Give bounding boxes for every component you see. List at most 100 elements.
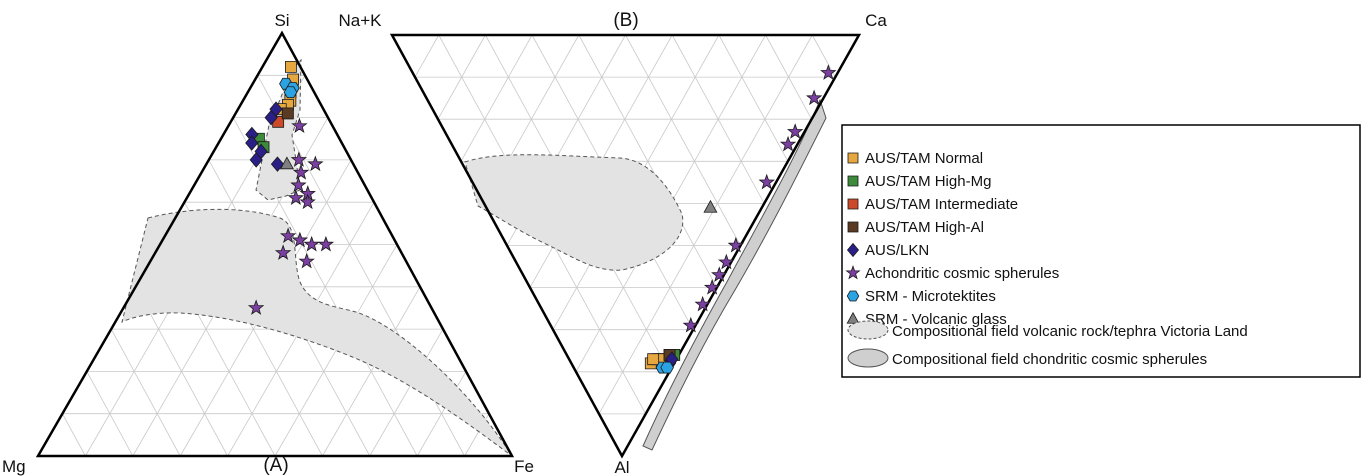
grid-line bbox=[460, 34, 533, 162]
point-aus-lkn bbox=[264, 109, 278, 126]
grid-line bbox=[369, 328, 444, 457]
ternary-b-points bbox=[644, 64, 837, 374]
point-achondritic-cosmic-spherules bbox=[682, 316, 699, 333]
point-achondritic-cosmic-spherules bbox=[779, 135, 797, 152]
point-aus-lkn bbox=[245, 135, 259, 151]
ternary-a-vertex-label-right: Fe bbox=[514, 457, 534, 476]
point-achondritic-cosmic-spherules bbox=[290, 176, 307, 193]
point-aus-tam-normal bbox=[647, 353, 660, 366]
legend-item-aus-tam-high-al: AUS/TAM High-Al bbox=[847, 219, 984, 236]
legend-item-aus-tam-high-mg: AUS/TAM High-Mg bbox=[847, 173, 991, 190]
point-srm-volcanic-glass bbox=[279, 156, 294, 170]
legend-label: AUS/TAM Normal bbox=[865, 150, 983, 167]
grid-line bbox=[86, 371, 134, 457]
point-achondritic-cosmic-spherules bbox=[291, 231, 309, 248]
point-achondritic-cosmic-spherules bbox=[287, 189, 305, 205]
legend-label: AUS/TAM High-Al bbox=[865, 219, 984, 236]
legend-marker-triangle bbox=[846, 311, 860, 324]
legend-marker-square bbox=[847, 198, 859, 210]
ternary-b-volcanic-field bbox=[464, 154, 684, 271]
ternary-plot-a: Si Mg Fe (A) bbox=[2, 11, 534, 476]
legend-label: Compositional field volcanic rock/tephra… bbox=[892, 323, 1248, 340]
point-achondritic-cosmic-spherules bbox=[298, 252, 315, 269]
legend-item-aus-tam-intermediate: AUS/TAM Intermediate bbox=[847, 196, 1018, 213]
grid-line bbox=[625, 34, 741, 246]
legend-label: SRM - Volcanic glass bbox=[865, 311, 1007, 328]
legend-items: AUS/TAM Normal AUS/TAM High-Mg AUS/TAM Int… bbox=[845, 150, 1248, 368]
ternary-a-panel-label: (A) bbox=[263, 455, 288, 476]
grid-line bbox=[437, 34, 486, 120]
ternary-a-outline bbox=[35, 30, 515, 458]
grid-line bbox=[765, 34, 812, 120]
point-achondritic-cosmic-spherules bbox=[303, 235, 320, 252]
legend-label: SRM - Microtektites bbox=[865, 288, 996, 305]
point-achondritic-cosmic-spherules bbox=[279, 227, 297, 244]
legend-marker-hexagon bbox=[846, 290, 860, 302]
point-achondritic-cosmic-spherules bbox=[290, 151, 308, 167]
legend-marker-square bbox=[847, 152, 859, 164]
ternary-a-vertex-label-left: Mg bbox=[2, 457, 26, 476]
legend-label: Achondritic cosmic spherules bbox=[865, 265, 1059, 282]
grid-line bbox=[62, 413, 86, 457]
grid-line bbox=[110, 328, 181, 457]
grid-line bbox=[322, 286, 421, 457]
legend-item-aus-lkn: AUS/LKN bbox=[846, 242, 929, 259]
point-achondritic-cosmic-spherules bbox=[820, 64, 837, 80]
legend-item-srm-volcanic-glass: SRM - Volcanic glass bbox=[846, 311, 1007, 328]
legend-marker-square bbox=[847, 221, 859, 233]
ternary-b-vertex-label-left: Na+K bbox=[339, 11, 383, 30]
point-aus-tam-high-al bbox=[281, 107, 294, 120]
legend-marker-square bbox=[847, 175, 859, 187]
legend-marker-diamond bbox=[846, 242, 860, 258]
point-achondritic-cosmic-spherules bbox=[805, 89, 823, 106]
point-achondritic-cosmic-spherules bbox=[786, 123, 804, 139]
ternary-plot-b: Na+K Ca Al (B) bbox=[339, 10, 888, 476]
point-achondritic-cosmic-spherules bbox=[758, 173, 775, 190]
legend-item-compositional-field-chondritic-cosmic-spherules: Compositional field chondritic cosmic sp… bbox=[847, 348, 1207, 368]
legend: AUS/TAM Normal AUS/TAM High-Mg AUS/TAM Int… bbox=[841, 124, 1361, 378]
legend-field-swatch bbox=[847, 348, 889, 368]
legend-item-aus-tam-normal: AUS/TAM Normal bbox=[847, 150, 983, 167]
grid-line bbox=[598, 34, 813, 415]
ternary-a-points bbox=[245, 60, 335, 315]
ternary-b-vertex-label-bottom: Al bbox=[614, 458, 629, 476]
point-achondritic-cosmic-spherules bbox=[711, 266, 728, 282]
legend-label: AUS/LKN bbox=[865, 242, 929, 259]
grid-line bbox=[414, 34, 440, 78]
point-achondritic-cosmic-spherules bbox=[317, 235, 335, 252]
point-achondritic-cosmic-spherules bbox=[694, 295, 711, 312]
ternary-a-chondritic-field bbox=[121, 208, 513, 457]
point-achondritic-cosmic-spherules bbox=[703, 278, 721, 295]
point-srm-microtektites bbox=[660, 361, 674, 374]
point-achondritic-cosmic-spherules bbox=[247, 299, 265, 315]
ternary-b-panel-label: (B) bbox=[613, 10, 638, 31]
legend-label: Compositional field chondritic cosmic sp… bbox=[892, 351, 1207, 368]
ternary-b-chondritic-field bbox=[642, 98, 827, 451]
ternary-b-vertex-label-right: Ca bbox=[865, 11, 887, 30]
point-achondritic-cosmic-spherules bbox=[274, 244, 292, 260]
grid-line bbox=[416, 371, 467, 457]
grid-line bbox=[135, 286, 228, 457]
grid-line bbox=[671, 34, 765, 204]
point-aus-lkn bbox=[270, 156, 285, 172]
legend-label: AUS/TAM Intermediate bbox=[865, 196, 1018, 213]
point-achondritic-cosmic-spherules bbox=[718, 253, 735, 270]
point-aus-lkn bbox=[249, 152, 263, 168]
legend-label: AUS/TAM High-Mg bbox=[865, 173, 991, 190]
point-aus-tam-normal bbox=[285, 60, 297, 73]
grid-line bbox=[718, 34, 789, 162]
point-achondritic-cosmic-spherules bbox=[307, 155, 324, 172]
legend-marker-star bbox=[845, 265, 861, 280]
legend-item-compositional-field-volcanic-rock-tephra-victoria-land: Compositional field volcanic rock/tephra… bbox=[847, 320, 1248, 340]
point-achondritic-cosmic-spherules bbox=[299, 193, 316, 210]
legend-field-swatch bbox=[847, 320, 889, 340]
point-srm-volcanic-glass bbox=[703, 199, 718, 213]
point-achondritic-cosmic-spherules bbox=[727, 236, 745, 253]
ternary-a-vertex-label-top: Si bbox=[274, 11, 289, 30]
point-achondritic-cosmic-spherules bbox=[291, 117, 308, 134]
point-srm-microtektites bbox=[283, 86, 298, 99]
point-achondritic-cosmic-spherules bbox=[292, 163, 310, 180]
legend-item-srm-microtektites: SRM - Microtektites bbox=[846, 288, 996, 305]
legend-item-achondritic-cosmic-spherules: Achondritic cosmic spherules bbox=[845, 265, 1059, 282]
